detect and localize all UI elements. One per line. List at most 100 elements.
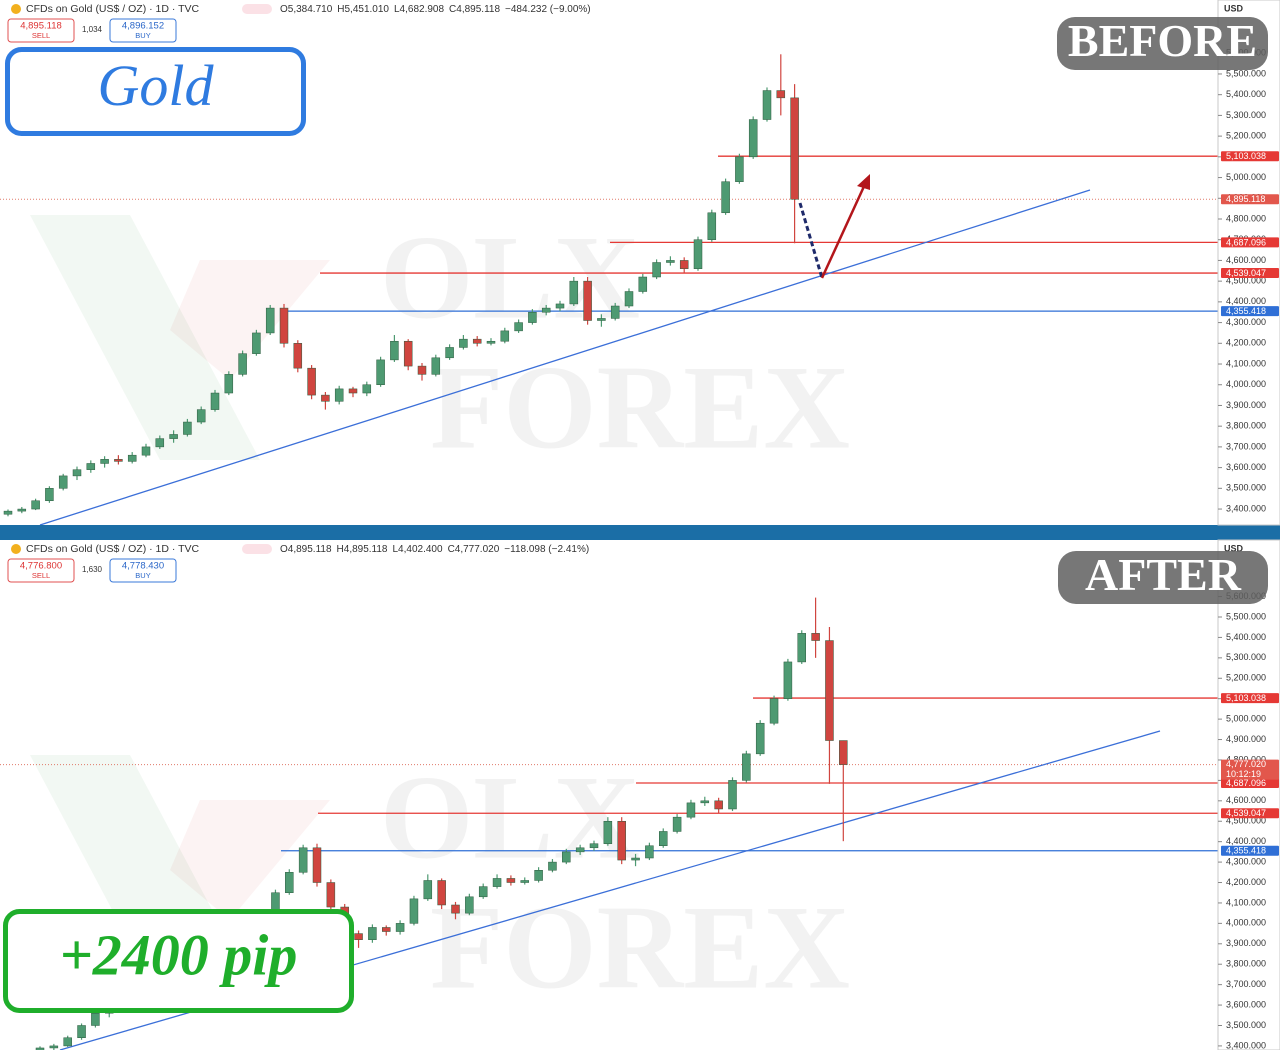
y-tick-label: 4,300.000: [1226, 317, 1266, 327]
note-text: +2400 pip: [60, 922, 298, 987]
candle-body: [583, 280, 592, 321]
y-tick-label: 5,500.000: [1226, 68, 1266, 78]
price-label-bg: [1221, 237, 1279, 248]
candle-body: [265, 307, 275, 334]
candle-body: [417, 365, 427, 375]
candle-body: [91, 1012, 100, 1026]
price-label-bg: [1221, 778, 1279, 789]
candle-body: [735, 156, 744, 182]
y-tick-label: 3,400.000: [1226, 503, 1266, 513]
candle-body: [652, 262, 661, 278]
status-pill: [242, 544, 272, 554]
candle-body: [35, 1047, 45, 1050]
buy-price: 4,778.430: [122, 561, 164, 572]
level-label: 4,355.418: [1226, 846, 1266, 856]
candle-body: [790, 97, 799, 200]
candle-body: [390, 340, 399, 361]
separator: [0, 525, 1280, 540]
price-label-bg: [1221, 194, 1279, 205]
y-tick-label: 4,100.000: [1226, 897, 1266, 907]
candle-body: [169, 434, 178, 439]
candle-body: [825, 640, 834, 741]
y-tick-label: 4,100.000: [1226, 358, 1266, 368]
sell-label: SELL: [32, 571, 50, 580]
sell-button: [7, 18, 75, 43]
candle-body: [58, 475, 68, 489]
level-label: 5,103.038: [1226, 693, 1266, 703]
note-text: Gold: [98, 53, 215, 118]
watermark: OLX: [380, 211, 640, 344]
projection-dashed: [798, 202, 824, 279]
y-tick-label: 4,800.000: [1226, 213, 1266, 223]
y-tick-label: 4,200.000: [1226, 338, 1266, 348]
y-tick-label: 3,600.000: [1226, 462, 1266, 472]
candle-body: [368, 927, 377, 940]
y-tick-label: 4,400.000: [1226, 836, 1266, 846]
candle-body: [72, 469, 82, 477]
level-label: 4,687.096: [1226, 778, 1266, 788]
candle-body: [196, 409, 206, 423]
candle-body: [597, 318, 606, 321]
y-tick-label: 5,500.000: [1226, 611, 1266, 621]
ohlc-value: C4,777.020: [448, 544, 500, 555]
candle-body: [638, 276, 648, 292]
buy-button: [109, 558, 177, 583]
ohlc: O5,384.710 H5,451.010 L4,682.908 C4,895.118…: [280, 4, 591, 15]
candle-body: [210, 392, 220, 410]
candle-body: [285, 872, 294, 893]
y-tick-label: 3,800.000: [1226, 421, 1266, 431]
candle-body: [31, 500, 40, 510]
price-label-bg: [1221, 306, 1279, 317]
candle-body: [321, 394, 330, 402]
candle-body: [672, 816, 682, 832]
y-tick-label: 3,900.000: [1226, 938, 1266, 948]
candle-body: [707, 212, 717, 240]
y-tick-label: 4,800.000: [1226, 754, 1266, 764]
candle-body: [451, 904, 460, 914]
y-tick-label: 5,400.000: [1226, 632, 1266, 642]
candle-body: [631, 857, 640, 861]
candle-body: [465, 896, 474, 914]
y-tick-label: 3,600.000: [1226, 999, 1266, 1009]
candle-body: [728, 780, 737, 810]
y-tick-label: 5,200.000: [1226, 130, 1266, 140]
candle-body: [224, 374, 234, 394]
candle-body: [811, 633, 820, 641]
y-tick-label: 5,000.000: [1226, 713, 1266, 723]
watermark-logo: [170, 800, 330, 920]
level-label: 4,539.047: [1226, 268, 1266, 278]
y-tick-label: 5,300.000: [1226, 110, 1266, 120]
candle-body: [686, 802, 696, 818]
currency: USD: [1224, 543, 1244, 553]
ohlc-value: H5,451.010: [337, 4, 389, 15]
candle-body: [459, 338, 468, 348]
candle-body: [141, 446, 151, 456]
candle-body: [362, 384, 372, 394]
ohlc-value: H4,895.118: [337, 544, 388, 555]
badge: [1057, 17, 1268, 70]
candle-body: [569, 280, 579, 305]
countdown: 10:12:19: [1226, 769, 1261, 779]
level-label: 4,355.418: [1226, 306, 1266, 316]
candle-body: [307, 367, 316, 396]
sell-button: [7, 558, 75, 583]
price-label-bg: [1221, 845, 1279, 856]
candle-body: [49, 1045, 59, 1049]
candle-body: [548, 861, 557, 871]
ohlc: O4,895.118 H4,895.118 L4,402.400 C4,777.020…: [280, 544, 589, 555]
candle-body: [486, 340, 496, 344]
candle-body: [334, 388, 344, 402]
candle-body: [714, 800, 723, 810]
watermark: OLX: [380, 751, 640, 884]
candle-body: [423, 880, 433, 900]
y-tick-label: 3,700.000: [1226, 979, 1266, 989]
candle-body: [762, 90, 772, 120]
candle-body: [298, 847, 308, 873]
candle-body: [127, 454, 137, 462]
ohlc-value: −118.098 (−2.41%): [504, 544, 589, 555]
candle-body: [478, 886, 488, 898]
candle-body: [354, 933, 363, 940]
trendline: [39, 189, 1091, 525]
